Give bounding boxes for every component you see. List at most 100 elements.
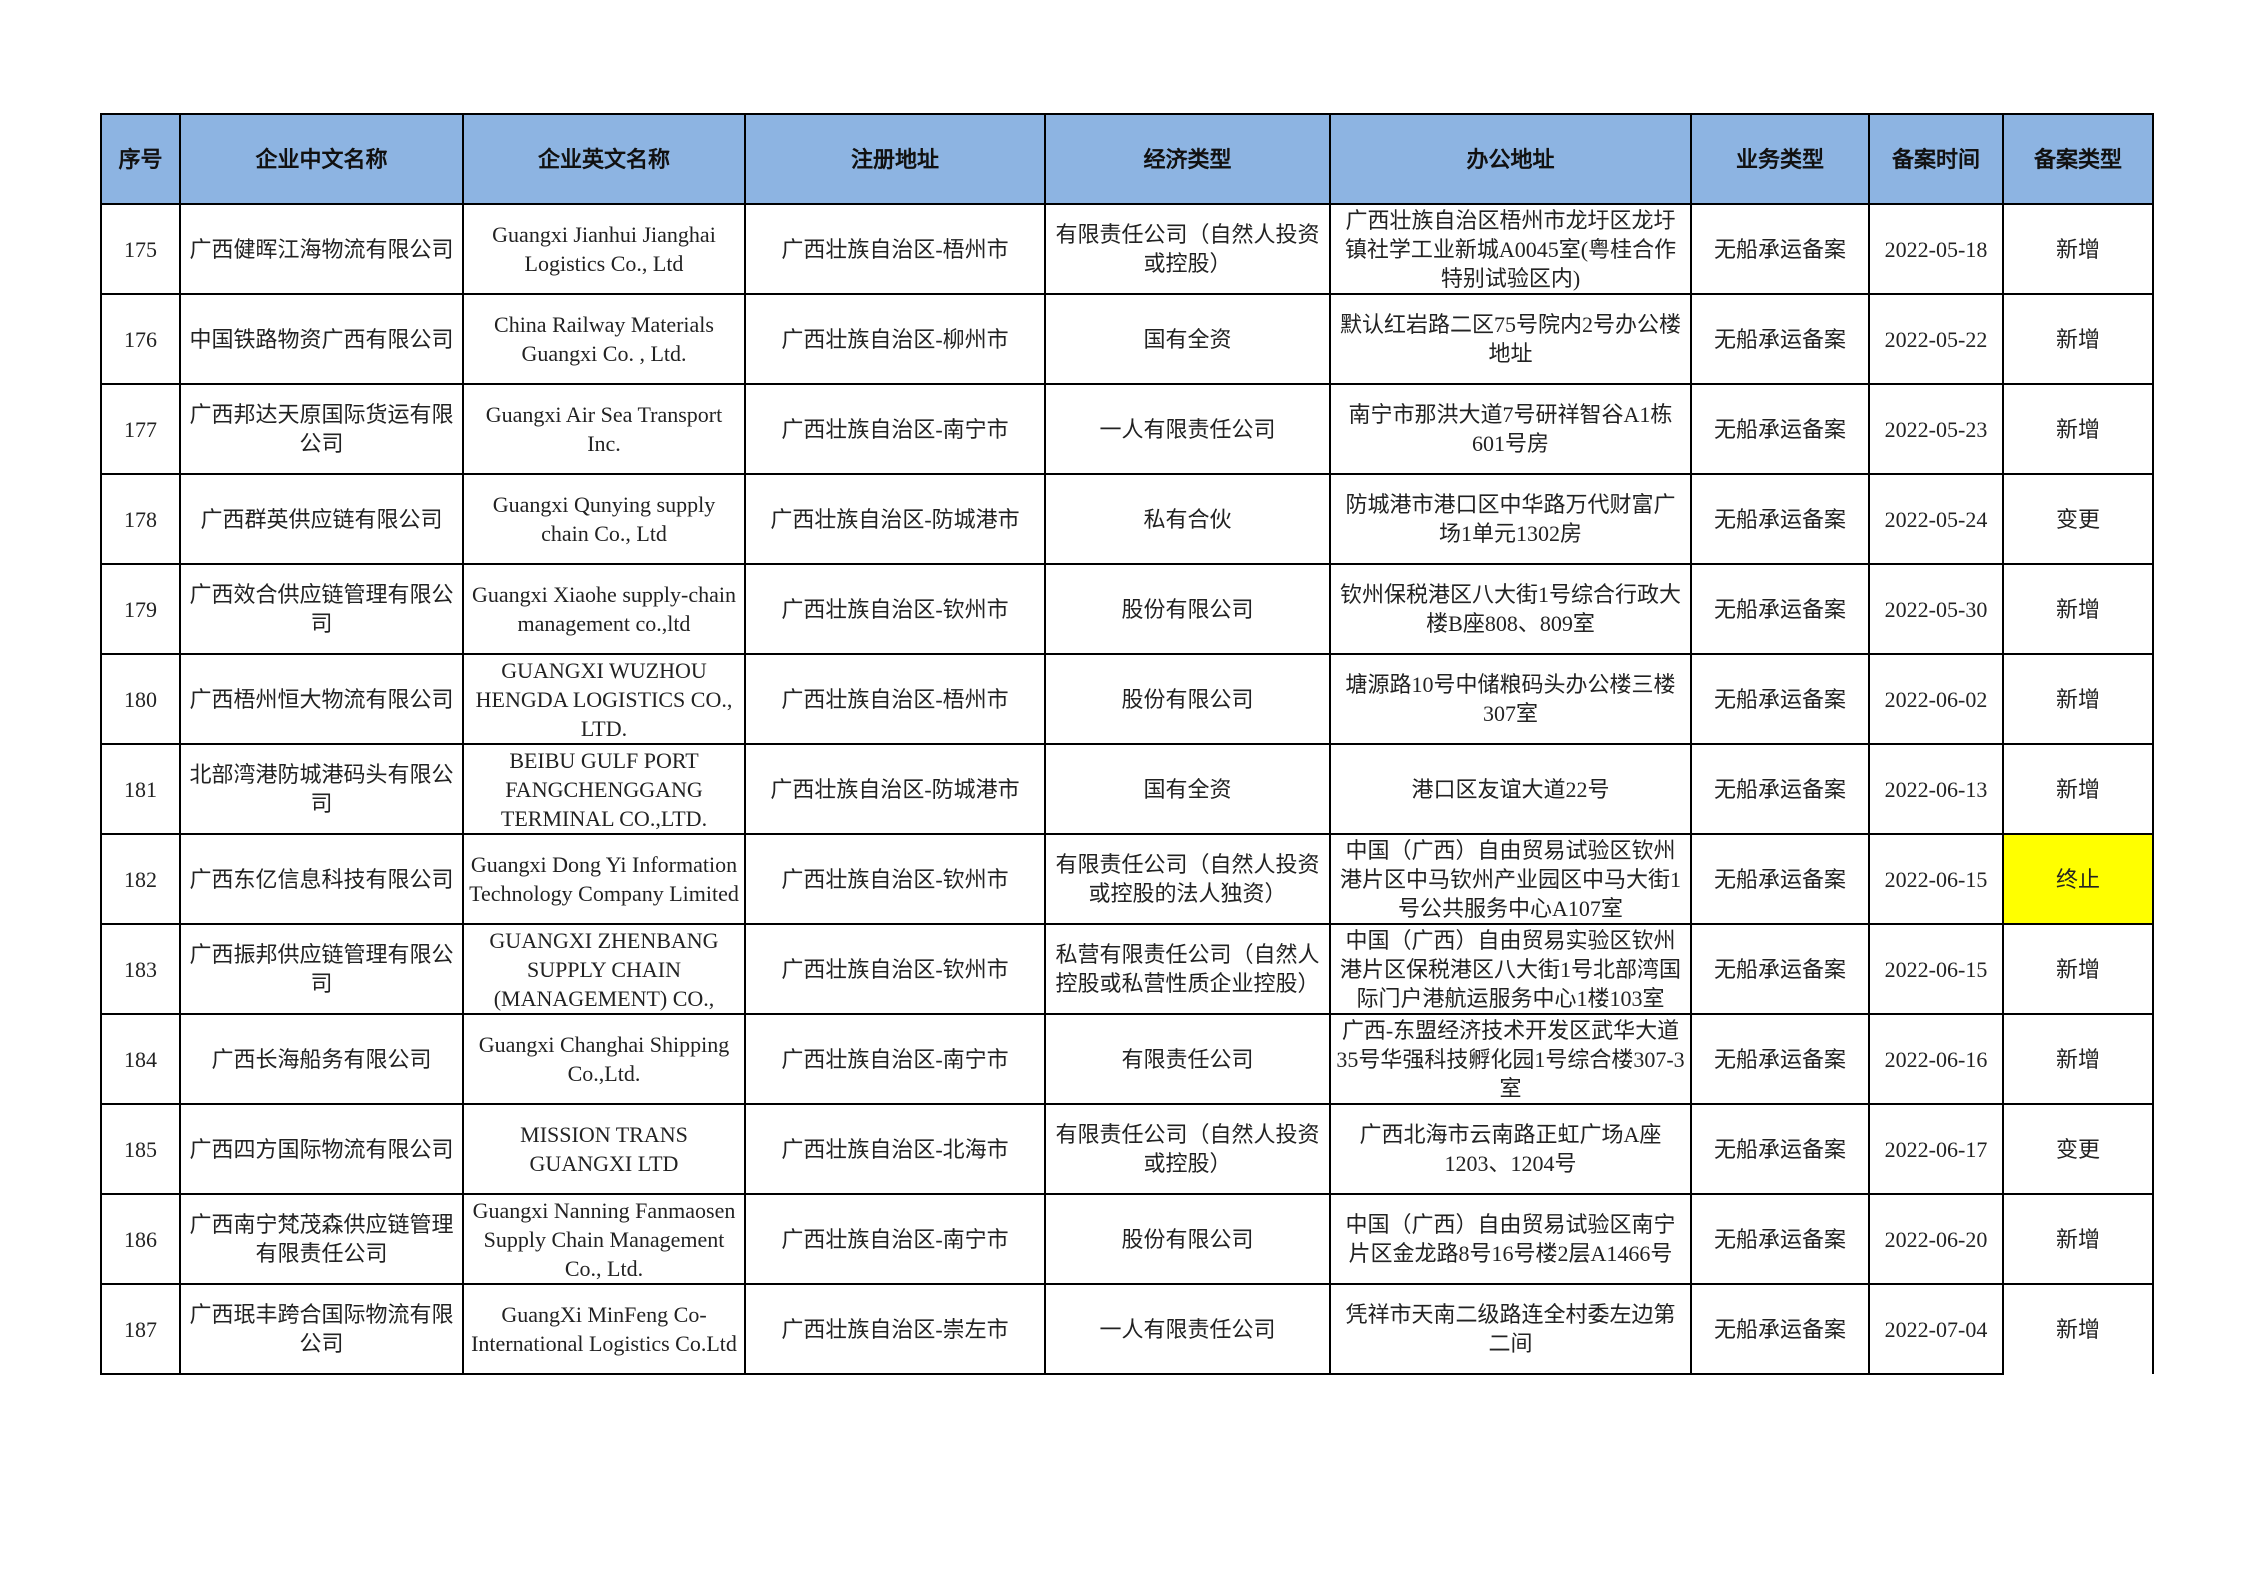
cell-econ-type: 一人有限责任公司 [1044,383,1331,475]
cell-econ-type: 股份有限公司 [1044,653,1331,745]
cell-reg-address: 广西壮族自治区-钦州市 [744,563,1046,655]
cell-business-type: 无船承运备案 [1690,1013,1870,1105]
cell-reg-address: 广西壮族自治区-南宁市 [744,1013,1046,1105]
cell-reg-address: 广西壮族自治区-防城港市 [744,743,1046,835]
cell-seq: 180 [100,653,181,745]
cell-econ-type: 有限责任公司（自然人投资或控股） [1044,1103,1331,1195]
cell-reg-address: 广西壮族自治区-防城港市 [744,473,1046,565]
cell-en-name: GuangXi MinFeng Co-International Logisti… [462,1283,746,1375]
cell-business-type: 无船承运备案 [1690,383,1870,475]
cell-office-address: 广西北海市云南路正虹广场A座1203、1204号 [1329,1103,1692,1195]
cell-filing-date: 2022-05-30 [1868,563,2004,655]
cell-filing-date: 2022-06-15 [1868,833,2004,925]
cell-cn-name: 中国铁路物资广西有限公司 [179,293,464,385]
cell-office-address: 中国（广西）自由贸易实验区钦州港片区保税港区八大街1号北部湾国际门户港航运服务中… [1329,923,1692,1015]
cell-office-address: 凭祥市天南二级路连全村委左边第二间 [1329,1283,1692,1375]
cell-office-address: 广西壮族自治区梧州市龙圩区龙圩镇社学工业新城A0045室(粤桂合作特别试验区内) [1329,203,1692,295]
cell-office-address: 中国（广西）自由贸易试验区南宁片区金龙路8号16号楼2层A1466号 [1329,1193,1692,1285]
cell-seq: 182 [100,833,181,925]
cell-business-type: 无船承运备案 [1690,923,1870,1015]
cell-filing-date: 2022-07-04 [1868,1283,2004,1375]
cell-reg-address: 广西壮族自治区-南宁市 [744,383,1046,475]
cell-filing-type: 新增 [2002,1283,2154,1374]
header-econ-type: 经济类型 [1044,113,1331,205]
cell-business-type: 无船承运备案 [1690,293,1870,385]
cell-en-name: Guangxi Dong Yi Information Technology C… [462,833,746,925]
cell-reg-address: 广西壮族自治区-北海市 [744,1103,1046,1195]
cell-filing-type: 新增 [2002,1193,2154,1285]
cell-business-type: 无船承运备案 [1690,833,1870,925]
cell-econ-type: 有限责任公司 [1044,1013,1331,1105]
cell-seq: 177 [100,383,181,475]
cell-filing-date: 2022-06-17 [1868,1103,2004,1195]
cell-en-name: Guangxi Nanning Fanmaosen Supply Chain M… [462,1193,746,1285]
header-filing-type: 备案类型 [2002,113,2154,205]
cell-reg-address: 广西壮族自治区-南宁市 [744,1193,1046,1285]
cell-en-name: MISSION TRANS GUANGXI LTD [462,1103,746,1195]
cell-econ-type: 国有全资 [1044,743,1331,835]
cell-seq: 186 [100,1193,181,1285]
enterprise-registry-table: 序号 企业中文名称 企业英文名称 注册地址 经济类型 办公地址 业务类型 备案时间 备案类型 1… [100,113,2154,1375]
table-header-row: 序号 企业中文名称 企业英文名称 注册地址 经济类型 办公地址 业务类型 备案时间 备案类型 [100,113,2154,205]
cell-reg-address: 广西壮族自治区-梧州市 [744,203,1046,295]
cell-econ-type: 国有全资 [1044,293,1331,385]
cell-filing-type: 新增 [2002,293,2154,385]
table-row: 179 广西效合供应链管理有限公司 Guangxi Xiaohe supply-ch… [100,563,2154,655]
cell-econ-type: 私有合伙 [1044,473,1331,565]
cell-reg-address: 广西壮族自治区-钦州市 [744,833,1046,925]
cell-office-address: 防城港市港口区中华路万代财富广场1单元1302房 [1329,473,1692,565]
cell-filing-date: 2022-06-16 [1868,1013,2004,1105]
cell-cn-name: 广西效合供应链管理有限公司 [179,563,464,655]
cell-business-type: 无船承运备案 [1690,1283,1870,1375]
cell-filing-type: 终止 [2002,833,2154,925]
table-row: 187 广西珉丰跨合国际物流有限公司 GuangXi MinFeng Co-Inte… [100,1283,2154,1375]
cell-filing-date: 2022-06-15 [1868,923,2004,1015]
table-row: 186 广西南宁梵茂森供应链管理有限责任公司 Guangxi Nanning Fan… [100,1193,2154,1285]
cell-seq: 175 [100,203,181,295]
cell-filing-date: 2022-06-20 [1868,1193,2004,1285]
cell-filing-date: 2022-05-24 [1868,473,2004,565]
cell-seq: 176 [100,293,181,385]
table-row: 175 广西健晖江海物流有限公司 Guangxi Jianhui Jianghai … [100,203,2154,295]
cell-cn-name: 广西东亿信息科技有限公司 [179,833,464,925]
table-row: 183 广西振邦供应链管理有限公司 GUANGXI ZHENBANG SUPPLY … [100,923,2154,1015]
header-cn-name: 企业中文名称 [179,113,464,205]
cell-en-name: GUANGXI WUZHOU HENGDA LOGISTICS CO., LTD… [462,653,746,745]
cell-office-address: 中国（广西）自由贸易试验区钦州港片区中马钦州产业园区中马大街1号公共服务中心A1… [1329,833,1692,925]
cell-filing-type: 新增 [2002,743,2154,835]
cell-office-address: 塘源路10号中储粮码头办公楼三楼307室 [1329,653,1692,745]
cell-econ-type: 股份有限公司 [1044,1193,1331,1285]
cell-cn-name: 广西梧州恒大物流有限公司 [179,653,464,745]
cell-reg-address: 广西壮族自治区-梧州市 [744,653,1046,745]
cell-office-address: 默认红岩路二区75号院内2号办公楼地址 [1329,293,1692,385]
cell-en-name: Guangxi Jianhui Jianghai Logistics Co., … [462,203,746,295]
header-en-name: 企业英文名称 [462,113,746,205]
cell-cn-name: 广西四方国际物流有限公司 [179,1103,464,1195]
cell-office-address: 钦州保税港区八大街1号综合行政大楼B座808、809室 [1329,563,1692,655]
cell-seq: 187 [100,1283,181,1375]
cell-cn-name: 广西健晖江海物流有限公司 [179,203,464,295]
table-row: 181 北部湾港防城港码头有限公司 BEIBU GULF PORT FANGCHEN… [100,743,2154,835]
cell-filing-date: 2022-06-13 [1868,743,2004,835]
cell-reg-address: 广西壮族自治区-钦州市 [744,923,1046,1015]
cell-econ-type: 股份有限公司 [1044,563,1331,655]
cell-office-address: 港口区友谊大道22号 [1329,743,1692,835]
cell-business-type: 无船承运备案 [1690,563,1870,655]
cell-cn-name: 广西群英供应链有限公司 [179,473,464,565]
table-row: 178 广西群英供应链有限公司 Guangxi Qunying supply cha… [100,473,2154,565]
header-office-address: 办公地址 [1329,113,1692,205]
cell-business-type: 无船承运备案 [1690,653,1870,745]
cell-filing-type: 变更 [2002,1103,2154,1195]
table-row: 184 广西长海船务有限公司 Guangxi Changhai Shipping C… [100,1013,2154,1105]
table-row: 176 中国铁路物资广西有限公司 China Railway Materials G… [100,293,2154,385]
header-seq: 序号 [100,113,181,205]
cell-cn-name: 广西珉丰跨合国际物流有限公司 [179,1283,464,1375]
cell-en-name: Guangxi Air Sea Transport Inc. [462,383,746,475]
cell-filing-type: 新增 [2002,653,2154,745]
table-row: 182 广西东亿信息科技有限公司 Guangxi Dong Yi Informati… [100,833,2154,925]
cell-filing-date: 2022-05-22 [1868,293,2004,385]
cell-seq: 183 [100,923,181,1015]
cell-seq: 178 [100,473,181,565]
cell-filing-type: 新增 [2002,1013,2154,1105]
cell-filing-type: 新增 [2002,563,2154,655]
